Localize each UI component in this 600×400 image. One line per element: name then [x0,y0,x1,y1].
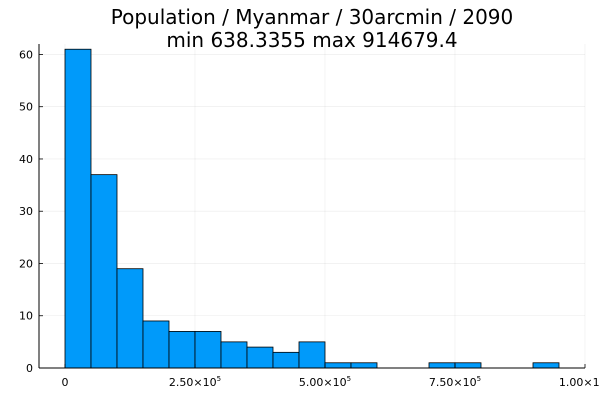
y-tick-label: 30 [19,205,33,218]
histogram-bars [64,48,560,369]
histogram-bar [350,362,378,369]
histogram-bar [64,48,92,369]
grid-lines [39,44,586,369]
histogram-bar [168,331,196,369]
x-tick-mantissa: 5.00×10 [299,376,347,389]
x-tick-mantissa: 0 [62,376,69,389]
histogram-bar [532,362,560,369]
x-tick-mantissa: 7.50×10 [429,376,477,389]
x-tick-exponent: 5 [477,375,481,383]
histogram-bar [246,346,274,369]
y-tick-label: 10 [19,310,33,323]
y-tick-label: 20 [19,257,33,270]
x-tick-exponent: 5 [347,375,351,383]
tick-labels: 02.50×1055.00×1057.50×1051.00×1060102030… [19,48,600,389]
x-tick-label: 1.00×106 [559,375,600,389]
y-tick-label: 60 [19,48,33,61]
chart-title: Population / Myanmar / 30arcmin / 2090 [111,5,514,29]
x-tick-label: 2.50×105 [169,375,221,389]
x-tick-mantissa: 2.50×10 [169,376,217,389]
histogram-bar [116,268,144,369]
histogram-bar [428,362,456,369]
histogram-bar [90,174,118,369]
histogram-bar [272,351,300,369]
x-tick-mantissa: 1.00×10 [559,376,600,389]
x-tick-label: 7.50×105 [429,375,481,389]
histogram-bar [454,362,482,369]
x-tick-label: 5.00×105 [299,375,351,389]
y-tick-label: 40 [19,153,33,166]
histogram-bar [142,320,170,369]
chart-subtitle: min 638.3355 max 914679.4 [166,28,457,52]
histogram-bar [298,341,326,369]
axes [38,44,586,369]
y-tick-label: 0 [26,362,33,375]
x-tick-label: 0 [62,376,69,389]
x-tick-exponent: 5 [217,375,221,383]
histogram-bar [194,331,222,369]
histogram-bar [324,362,352,369]
y-tick-label: 50 [19,101,33,114]
histogram-bar [220,341,248,369]
